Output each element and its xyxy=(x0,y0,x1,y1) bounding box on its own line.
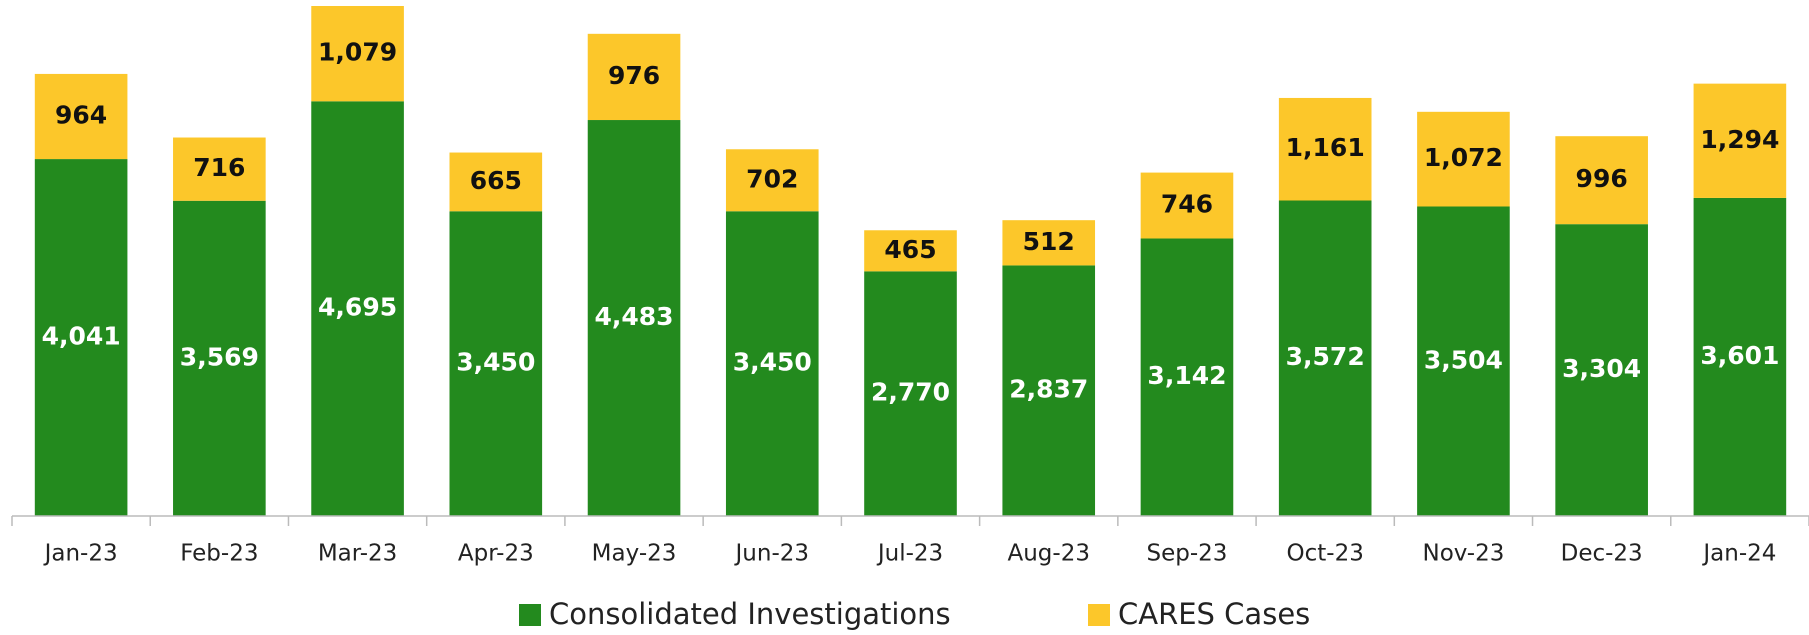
bar-segment xyxy=(311,6,404,102)
bar-segment xyxy=(1140,238,1234,516)
value-label: 3,601 xyxy=(1700,341,1779,370)
value-label: 702 xyxy=(746,164,798,193)
bar-segment xyxy=(34,73,128,160)
x-tick-label: Dec-23 xyxy=(1561,541,1643,567)
value-label: 4,483 xyxy=(594,302,673,331)
value-label: 1,072 xyxy=(1424,143,1503,172)
x-tick-label: Jul-23 xyxy=(876,541,943,567)
value-label: 665 xyxy=(470,166,522,195)
bar-segment xyxy=(1417,206,1510,516)
bar-segment xyxy=(725,149,819,212)
bar-segment xyxy=(449,211,543,516)
value-label: 4,695 xyxy=(318,293,397,322)
value-label: 716 xyxy=(193,153,245,182)
bar-segment xyxy=(311,101,404,517)
bar-segment xyxy=(1417,111,1510,207)
bar-segment xyxy=(1278,97,1372,201)
value-label: 3,569 xyxy=(180,342,259,371)
bar-segment xyxy=(864,230,957,272)
x-tick-label: Oct-23 xyxy=(1287,541,1364,567)
value-label: 465 xyxy=(884,235,936,264)
bar-segment xyxy=(173,200,266,517)
value-label: 3,304 xyxy=(1562,354,1641,383)
bar-segment xyxy=(1555,136,1648,225)
x-tick-label: May-23 xyxy=(592,541,677,567)
value-label: 3,572 xyxy=(1286,342,1365,371)
value-label: 996 xyxy=(1576,164,1628,193)
legend-swatch xyxy=(1088,604,1110,626)
x-tick-label: Nov-23 xyxy=(1423,541,1505,567)
bar-segment xyxy=(1140,172,1234,239)
value-label: 746 xyxy=(1161,190,1213,219)
value-label: 964 xyxy=(55,100,107,129)
bar-segment xyxy=(34,159,128,516)
x-tick-label: Jun-23 xyxy=(734,541,810,567)
bar-segment xyxy=(1693,83,1787,198)
x-tick-label: Jan-24 xyxy=(1701,541,1776,567)
value-label: 4,041 xyxy=(42,322,121,351)
bar-segment xyxy=(173,137,266,201)
bar-segment xyxy=(449,152,543,212)
bar-segment xyxy=(1555,224,1648,516)
x-tick-label: Feb-23 xyxy=(180,541,258,567)
bar-segment xyxy=(1002,220,1096,266)
bar-segment xyxy=(725,211,819,516)
bar-segment xyxy=(587,33,681,121)
value-label: 976 xyxy=(608,61,660,90)
legend-label: Consolidated Investigations xyxy=(549,597,951,631)
legend-label: CARES Cases xyxy=(1118,597,1310,631)
bar-segment xyxy=(864,271,957,516)
value-label: 3,142 xyxy=(1147,361,1226,390)
value-label: 1,294 xyxy=(1700,125,1779,154)
bar-segment xyxy=(587,120,681,516)
x-tick-label: Sep-23 xyxy=(1147,541,1228,567)
x-tick-label: Mar-23 xyxy=(318,541,398,567)
x-tick-label: Apr-23 xyxy=(458,541,534,567)
value-label: 3,504 xyxy=(1424,345,1503,374)
value-label: 3,450 xyxy=(456,348,535,377)
bar-segment xyxy=(1693,197,1787,516)
bar-segment xyxy=(1278,200,1372,516)
value-label: 1,161 xyxy=(1286,133,1365,162)
x-tick-label: Aug-23 xyxy=(1007,541,1089,567)
value-label: 2,770 xyxy=(871,378,950,407)
value-label: 3,450 xyxy=(733,348,812,377)
value-label: 2,837 xyxy=(1009,375,1088,404)
legend-swatch xyxy=(519,604,541,626)
x-tick-label: Jan-23 xyxy=(43,541,118,567)
value-label: 1,079 xyxy=(318,38,397,67)
bar-segment xyxy=(1002,265,1096,516)
value-label: 512 xyxy=(1023,227,1075,256)
